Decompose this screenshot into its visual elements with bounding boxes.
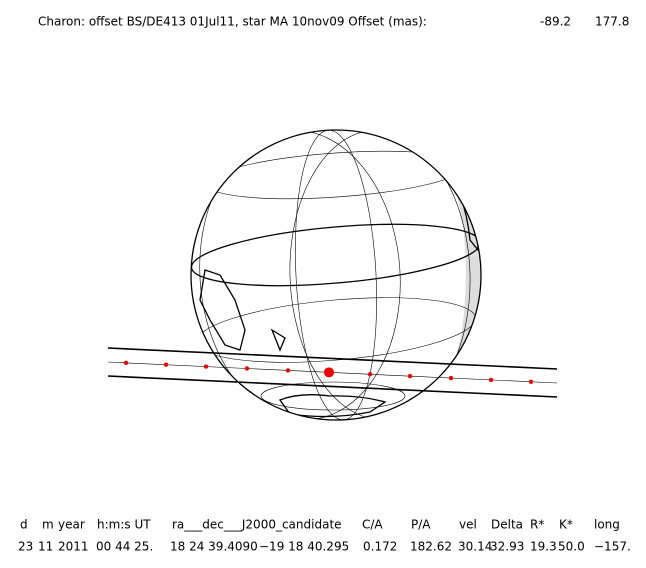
time-marker bbox=[163, 362, 169, 367]
cell: 18 24 39.4090 bbox=[170, 540, 258, 554]
column-header: m bbox=[42, 518, 54, 532]
cell: −157. bbox=[594, 540, 631, 554]
time-markers bbox=[123, 360, 534, 384]
offset-y: 177.8 bbox=[595, 15, 629, 29]
column-header: Delta bbox=[491, 518, 523, 532]
cell: 30.14 bbox=[458, 540, 492, 554]
column-header: year bbox=[58, 518, 85, 532]
cell: 0.172 bbox=[363, 540, 397, 554]
time-marker bbox=[528, 379, 534, 384]
meridian bbox=[289, 130, 471, 420]
cell: 23 bbox=[18, 540, 33, 554]
time-marker bbox=[285, 368, 291, 373]
time-marker bbox=[448, 375, 454, 381]
continent bbox=[199, 269, 246, 351]
column-header: P/A bbox=[411, 518, 431, 532]
column-header: ra___dec___J2000_candidate bbox=[172, 518, 342, 532]
time-marker bbox=[203, 364, 209, 369]
column-header: K* bbox=[559, 518, 573, 532]
equator bbox=[191, 223, 481, 287]
time-marker bbox=[324, 367, 334, 378]
time-marker bbox=[407, 373, 413, 379]
column-header: vel bbox=[459, 518, 477, 532]
time-marker bbox=[123, 360, 129, 366]
parallel bbox=[206, 150, 466, 200]
cell: −19 18 40.295 bbox=[259, 540, 349, 554]
shadow-edge bbox=[107, 347, 558, 370]
globe-limb bbox=[190, 129, 482, 421]
cell: 32.93 bbox=[490, 540, 524, 554]
column-header: long bbox=[594, 518, 620, 532]
time-marker bbox=[488, 377, 494, 383]
cell: 50.0 bbox=[558, 540, 585, 554]
cell: 00 44 25. bbox=[96, 540, 153, 554]
cell: 2011 bbox=[58, 540, 89, 554]
time-marker bbox=[244, 366, 250, 371]
cell: 182.62 bbox=[410, 540, 452, 554]
meridian bbox=[295, 130, 377, 420]
time-marker bbox=[367, 372, 373, 377]
cell: 11 bbox=[38, 540, 53, 554]
cell: 19.3 bbox=[530, 540, 557, 554]
offset-x: -89.2 bbox=[540, 15, 571, 29]
title: Charon: offset BS/DE413 01Jul11, star MA… bbox=[38, 15, 427, 29]
table: d m year h:m:s UT ra___dec___J2000_candidate… bbox=[18, 518, 631, 554]
column-header: h:m:s UT bbox=[97, 518, 151, 532]
island bbox=[270, 328, 286, 352]
column-header: C/A bbox=[362, 518, 383, 532]
column-header: d bbox=[20, 518, 28, 532]
twilight bbox=[440, 150, 481, 400]
antarctica bbox=[278, 394, 387, 418]
shadow-edge bbox=[107, 375, 558, 398]
polar-circle bbox=[260, 381, 406, 411]
column-header: R* bbox=[530, 518, 544, 532]
